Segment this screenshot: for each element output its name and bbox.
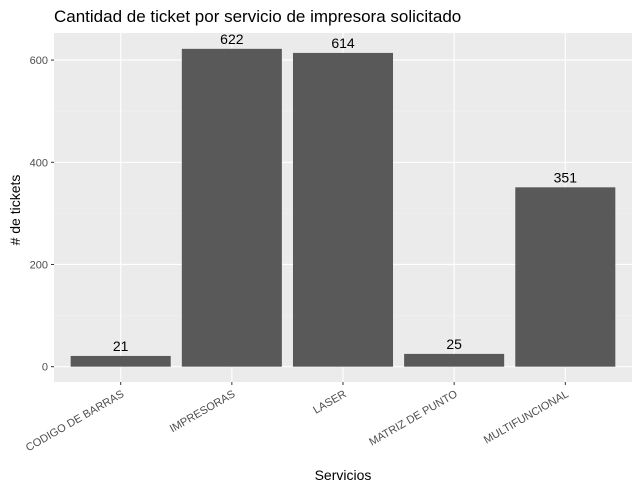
y-tick-label: 600 xyxy=(30,55,48,67)
x-tick-label: IMPRESORAS xyxy=(168,388,238,435)
data-label: 21 xyxy=(113,338,129,354)
data-label: 622 xyxy=(220,31,244,47)
y-tick-label: 400 xyxy=(30,157,48,169)
data-label: 614 xyxy=(331,35,355,51)
data-labels: 21 622 614 25 351 xyxy=(113,31,577,354)
bar xyxy=(515,187,616,367)
y-tick-label: 200 xyxy=(30,259,48,271)
x-tick-label: CODIGO DE BARRAS xyxy=(24,388,126,454)
y-axis: 0 200 400 600 xyxy=(30,55,54,374)
bar xyxy=(70,355,171,367)
bar xyxy=(181,48,282,367)
x-tick-label: MULTIFUNCIONAL xyxy=(482,388,571,446)
chart-title: Cantidad de ticket por servicio de impre… xyxy=(54,7,461,26)
bar xyxy=(292,52,394,367)
x-tick-label: MATRIZ DE PUNTO xyxy=(367,388,460,449)
bars xyxy=(70,48,616,367)
data-label: 25 xyxy=(446,336,462,352)
y-axis-title: # de tickets xyxy=(7,175,23,246)
bar xyxy=(404,353,505,367)
x-tick-label: LASER xyxy=(311,388,348,416)
y-tick-label: 0 xyxy=(42,362,48,374)
x-axis-title: Servicios xyxy=(315,467,372,483)
x-axis: CODIGO DE BARRAS IMPRESORAS LASER MATRIZ DE… xyxy=(24,382,571,454)
data-label: 351 xyxy=(554,169,578,185)
